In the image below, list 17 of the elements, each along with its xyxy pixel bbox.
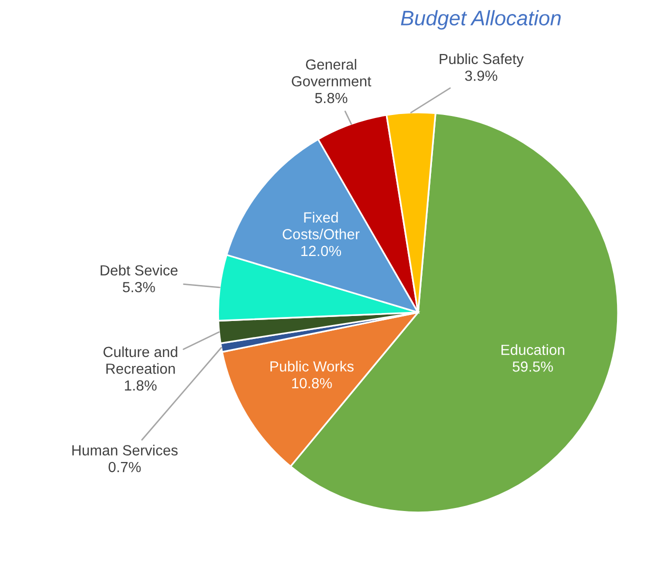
- slice-label: Public Works: [270, 360, 354, 372]
- slice-label: Debt Sevice: [100, 264, 178, 276]
- data-label: 10.8%: [292, 378, 332, 388]
- slice-label: Fixed Costs/Other: [282, 212, 360, 240]
- data-label: 1.8%: [124, 380, 157, 391]
- slice-label: Culture and Recreation: [104, 346, 178, 374]
- data-label: 59.5%: [512, 361, 553, 372]
- data-label: 0.7%: [108, 462, 141, 472]
- slice-label: Education: [502, 344, 564, 355]
- slice-label: Human Services: [72, 444, 178, 456]
- slice-label: General Government: [292, 58, 372, 86]
- data-label: 3.9%: [465, 70, 498, 81]
- data-label: 5.8%: [315, 92, 348, 104]
- data-label: 5.3%: [122, 282, 155, 292]
- slice-label: Public Safety: [440, 53, 524, 68]
- data-label: 12.0%: [301, 246, 342, 256]
- chart-title: Budget Allocation: [400, 10, 561, 30]
